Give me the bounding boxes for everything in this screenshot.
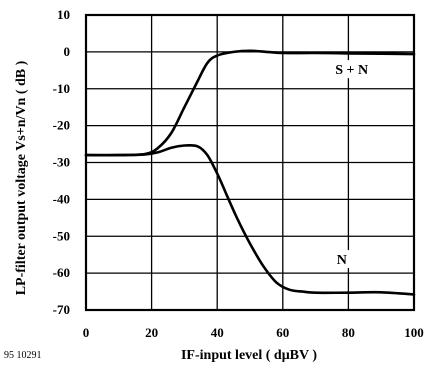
y-tick-label: -50	[53, 228, 70, 243]
y-tick-label: 0	[64, 44, 71, 59]
y-tick-label: -10	[53, 81, 70, 96]
x-tick-label: 0	[83, 325, 90, 340]
x-tick-label: 80	[342, 325, 355, 340]
series-label-background	[331, 250, 352, 269]
x-axis-title: IF-input level ( dμBV )	[181, 348, 317, 363]
annotation-layer: S + N N	[325, 60, 378, 269]
y-tick-label: -70	[53, 302, 70, 317]
x-tick-label: 100	[404, 325, 424, 340]
x-tick-label: 40	[211, 325, 224, 340]
y-tick-label: -60	[53, 265, 70, 280]
series-line-n	[84, 143, 416, 296]
plot-frame	[84, 13, 416, 312]
ticks-layer: 100-10-20-30-40-50-60-700 20 40 60 80 100	[53, 7, 424, 340]
x-tick-label: 60	[276, 325, 289, 340]
series-label: S + N	[335, 63, 368, 78]
y-tick-label: 10	[57, 7, 70, 22]
series-layer	[84, 49, 416, 296]
y-tick-label: -40	[53, 191, 70, 206]
grid-layer	[86, 15, 414, 310]
y-axis-title: LP-filter output voltage Vs+n/Vn ( dB )	[14, 60, 29, 295]
x-tick-label: 20	[145, 325, 158, 340]
series-label: N	[337, 253, 347, 268]
y-tick-label: -30	[53, 155, 70, 170]
series-line-s-n	[84, 49, 416, 157]
series-label-background	[325, 60, 378, 79]
y-tick-label: -20	[53, 118, 70, 133]
frame-layer	[84, 13, 416, 312]
figure-id: 95 10291	[4, 350, 42, 361]
